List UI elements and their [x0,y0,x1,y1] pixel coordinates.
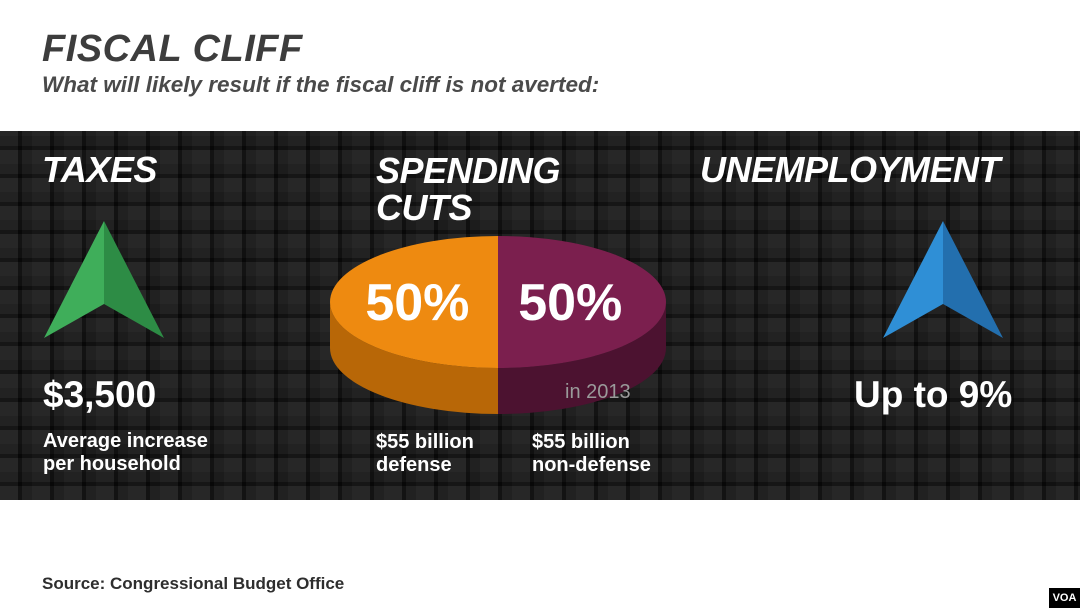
pie-slice-right-wall [498,302,666,414]
spending-heading-line2: CUTS [376,187,473,229]
source-note: Source: Congressional Budget Office [42,574,345,593]
voa-logo: VOA [1049,588,1080,608]
taxes-caption: Average increase per household [43,430,208,476]
pie-slice-left [330,236,498,368]
pie-slice-right [498,236,666,368]
taxes-caption-line2: per household [43,453,181,475]
taxes-heading: TAXES [42,149,157,190]
nondefense-caption-line1: $55 billion [532,431,630,453]
taxes-value: $3,500 [43,374,157,415]
taxes-caption-line1: Average increase [43,430,208,452]
unemployment-value: Up to 9% [854,374,1013,415]
up-arrow-icon [883,221,1003,338]
nondefense-caption-line2: non-defense [532,454,651,476]
taxes-arrow-left-face [44,221,104,338]
pie-slice-left-wall [330,302,498,414]
defense-caption-line1: $55 billion [376,431,474,453]
unemployment-heading: UNEMPLOYMENT [700,149,1001,190]
pie-slice-left-label: 50% [365,274,469,332]
unemployment-arrow-right-face [943,221,1003,338]
taxes-arrow-right-face [104,221,164,338]
defense-caption-line2: defense [376,454,452,476]
up-arrow-icon [44,221,164,338]
spending-heading: SPENDING CUTS [376,150,561,229]
spending-pie-chart: 50% 50% [330,236,666,414]
nondefense-caption: $55 billion non-defense [532,431,651,477]
defense-caption: $55 billion defense [376,431,474,477]
page-subtitle: What will likely result if the fiscal cl… [42,72,600,97]
unemployment-arrow-left-face [883,221,943,338]
spending-year-note: in 2013 [565,381,631,403]
pie-slice-right-label: 50% [518,274,622,332]
spending-heading-line1: SPENDING [376,150,561,191]
page-title: FISCAL CLIFF [42,28,303,70]
